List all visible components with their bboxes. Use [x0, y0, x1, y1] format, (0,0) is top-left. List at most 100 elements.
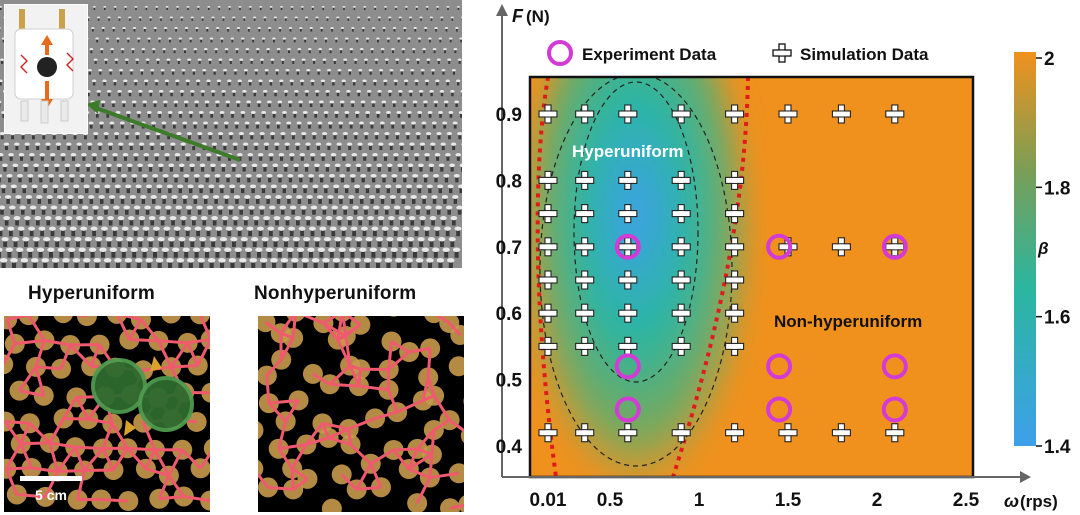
right-phase-boundary — [671, 77, 750, 477]
simulation-point — [831, 423, 851, 443]
x-tick-label: 0.5 — [597, 490, 624, 511]
simulation-point — [538, 336, 558, 356]
y-axis-var: F — [512, 6, 524, 26]
contour-inner — [573, 81, 699, 383]
simulation-point — [671, 423, 691, 443]
simulation-point — [725, 104, 745, 124]
y-axis-arrow-icon — [496, 4, 508, 16]
x-axis-unit: (rps) — [1020, 492, 1058, 511]
simulation-point — [575, 423, 595, 443]
x-tick-label: 0.01 — [530, 490, 567, 511]
simulation-point — [618, 270, 638, 290]
pillar-array-photo — [0, 0, 462, 268]
simulation-point — [575, 303, 595, 323]
y-tick-label: 0.4 — [496, 437, 523, 458]
simulation-point — [575, 104, 595, 124]
hyperuniform-pattern-image: 5 cm — [4, 316, 210, 512]
y-tick-label: 0.8 — [496, 171, 522, 192]
experiment-point — [614, 233, 641, 260]
simulation-point — [725, 336, 745, 356]
simulation-point — [725, 170, 745, 190]
simulation-point — [618, 104, 638, 124]
experiment-point — [766, 396, 793, 423]
simulation-point — [538, 204, 558, 224]
x-tick-labels: 0.01 0.5 1 1.5 2 2.5 — [530, 490, 980, 511]
simulation-point — [885, 104, 905, 124]
experiment-series — [614, 233, 908, 423]
colorbar-tick-label: 1.4 — [1044, 437, 1071, 458]
simulation-point — [671, 170, 691, 190]
simulation-point — [778, 104, 798, 124]
nonhyperuniform-pattern-image — [258, 316, 464, 512]
legend-experiment-label: Experiment Data — [582, 45, 717, 64]
scale-bar-label: 5 cm — [35, 487, 67, 503]
simulation-point — [538, 303, 558, 323]
simulation-point — [575, 237, 595, 257]
pillar-closeup-image — [14, 9, 74, 124]
simulation-point — [671, 336, 691, 356]
colorbar-label: β — [1037, 239, 1049, 258]
simulation-point — [575, 336, 595, 356]
scale-bar — [20, 476, 82, 481]
x-axis-var: ω — [1004, 491, 1019, 511]
x-tick-label: 2.5 — [953, 490, 980, 511]
simulation-point — [538, 270, 558, 290]
simulation-point — [671, 237, 691, 257]
simulation-point — [575, 270, 595, 290]
simulation-series — [538, 104, 905, 443]
pillar-closeup-inset — [4, 4, 88, 134]
y-tick-label: 0.7 — [496, 238, 522, 259]
simulation-point — [671, 270, 691, 290]
x-tick-label: 1.5 — [775, 490, 802, 511]
y-tick-label: 0.9 — [496, 105, 522, 126]
nonhyperuniform-pattern — [258, 316, 464, 512]
simulation-point — [671, 104, 691, 124]
simulation-point — [538, 170, 558, 190]
y-axis-unit: (N) — [526, 7, 550, 26]
simulation-point — [831, 237, 851, 257]
pointer-arrow — [95, 106, 241, 162]
x-tick-label: 2 — [872, 490, 883, 511]
simulation-point — [618, 423, 638, 443]
colorbar-tick-label: 2 — [1044, 49, 1055, 70]
simulation-point — [618, 336, 638, 356]
simulation-point — [671, 204, 691, 224]
simulation-point — [538, 237, 558, 257]
simulation-point — [725, 423, 745, 443]
experiment-point — [614, 396, 641, 423]
y-tick-label: 0.6 — [496, 304, 522, 325]
experiment-point — [881, 233, 908, 260]
nonhyperuniform-region-label: Non-hyperuniform — [774, 312, 922, 331]
hyperuniform-panel-title: Hyperuniform — [28, 283, 155, 304]
x-tick-label: 1 — [694, 490, 705, 511]
simulation-point — [725, 303, 745, 323]
contour-outer — [539, 77, 733, 467]
simulation-point — [538, 423, 558, 443]
hyperuniform-pattern: 5 cm — [4, 316, 210, 512]
phase-diagram-chart: F (N) ω (rps) 0.01 0.5 1 1.5 2 2.5 0.9 0.8 0.7 0… — [468, 0, 1080, 515]
simulation-point — [725, 270, 745, 290]
experiment-point — [766, 353, 793, 380]
hyperuniform-region-label: Hyperuniform — [572, 142, 683, 161]
y-tick-labels: 0.9 0.8 0.7 0.6 0.5 0.4 — [496, 105, 523, 458]
simulation-point — [831, 104, 851, 124]
y-tick-label: 0.5 — [496, 371, 523, 392]
simulation-point — [538, 104, 558, 124]
legend: Experiment Data Simulation Data — [547, 40, 929, 66]
simulation-point — [725, 237, 745, 257]
legend-simulation-label: Simulation Data — [800, 45, 929, 64]
nonhyperuniform-panel-title: Nonhyperuniform — [254, 283, 417, 304]
simulation-point — [885, 423, 905, 443]
colorbar-tick-label: 1.6 — [1044, 308, 1070, 329]
experiment-point — [881, 353, 908, 380]
x-axis-arrow-icon — [1020, 471, 1031, 483]
experiment-point — [881, 396, 908, 423]
colorbar: 2 1.8 1.6 1.4 β — [1014, 49, 1071, 458]
colorbar-ticks: 2 1.8 1.6 1.4 — [1036, 49, 1071, 458]
simulation-point — [778, 423, 798, 443]
simulation-point — [618, 204, 638, 224]
legend-simulation-marker — [772, 43, 792, 63]
experiment-point — [614, 353, 641, 380]
colorbar-gradient — [1014, 52, 1036, 446]
colorbar-tick-label: 1.8 — [1044, 178, 1070, 199]
